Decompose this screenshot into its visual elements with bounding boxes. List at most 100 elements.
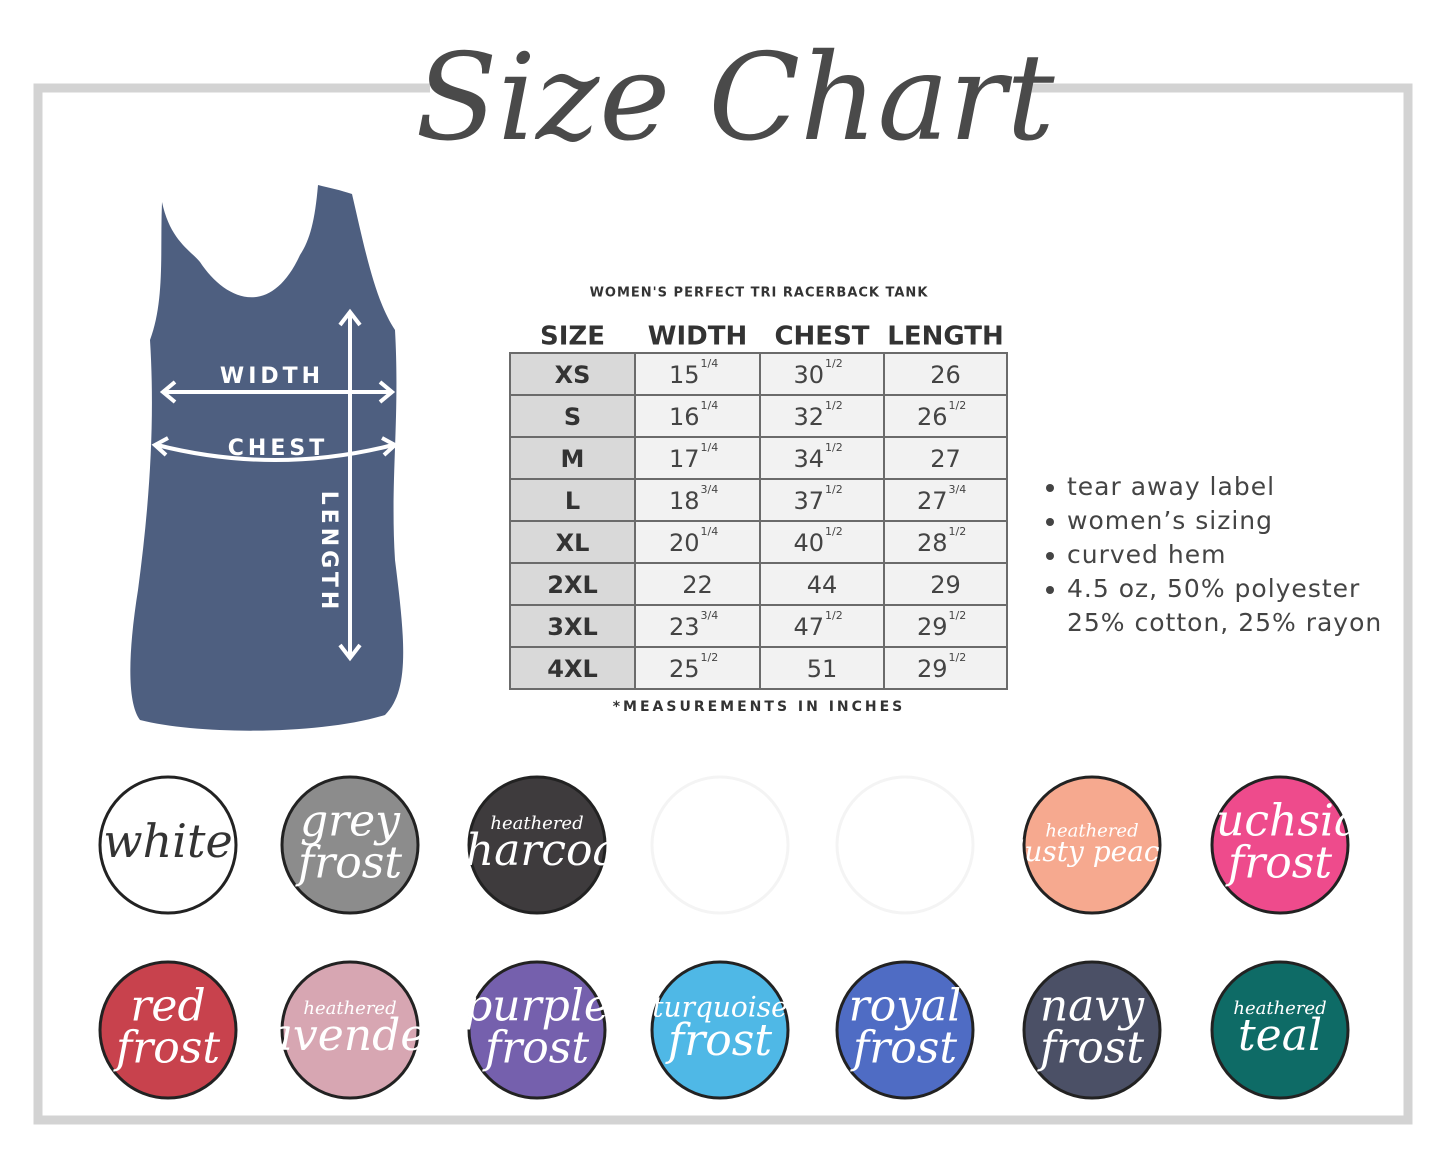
swatch-label: frost: [1225, 837, 1332, 888]
measurement-fraction: 1/4: [701, 525, 719, 538]
table-cell: [759, 436, 885, 480]
tank-body: [130, 185, 404, 731]
measurement: 18: [669, 487, 700, 515]
swatch-label: white: [103, 814, 232, 868]
swatch: [280, 960, 420, 1100]
product-name: WOMEN'S PERFECT TRI RACERBACK TANK: [590, 286, 929, 301]
swatch: [467, 960, 607, 1100]
feature-text: 25% cotton, 25% rayon: [1067, 608, 1382, 637]
column-header: WIDTH: [648, 322, 747, 352]
table-cell: [759, 646, 885, 690]
table-cell: [509, 352, 636, 396]
measurement: 23: [669, 613, 700, 641]
measurement: 29: [917, 613, 948, 641]
feature-list: tear away label women’s sizing curved hem 4…: [1046, 472, 1382, 637]
measurement: 27: [930, 445, 961, 473]
measurement: 29: [917, 655, 948, 683]
size-label: M: [561, 445, 585, 473]
column-header: SIZE: [540, 322, 605, 352]
size-label: S: [564, 403, 581, 431]
swatch-label: heathered: [1233, 998, 1326, 1019]
measurement-fraction: 1/2: [825, 609, 843, 622]
measurement: 29: [930, 571, 961, 599]
measurement: 47: [793, 613, 824, 641]
measurement-fraction: 3/4: [701, 483, 719, 496]
measurement-fraction: 1/4: [701, 399, 719, 412]
swatch-label: heathered: [303, 998, 396, 1019]
frame: [33, 83, 1413, 1125]
table-cell: [883, 478, 1008, 522]
swatch-label: charcoal: [441, 825, 633, 876]
column-header: CHEST: [774, 322, 869, 352]
swatch: [1210, 775, 1350, 915]
measurement-fraction: 3/4: [949, 483, 967, 496]
swatch-label: dusty peach: [1006, 835, 1177, 868]
faint-swatch: [650, 775, 790, 915]
table-cell: [509, 562, 636, 606]
measurement: 44: [807, 571, 838, 599]
swatch: [467, 775, 607, 915]
measurement-fraction: 1/4: [701, 441, 719, 454]
bullet: [1046, 484, 1054, 492]
swatch: [98, 960, 238, 1100]
swatch: [98, 775, 238, 915]
size-label: 4XL: [547, 655, 598, 683]
measure-arrows: [151, 308, 399, 662]
table-cell: [759, 394, 885, 438]
size-label: 2XL: [547, 571, 598, 599]
measurement-fraction: 1/2: [701, 651, 719, 664]
bullet: [1046, 518, 1054, 526]
measurement: 25: [669, 655, 700, 683]
title: Size Chart: [415, 29, 1055, 168]
size-label: XS: [555, 361, 591, 389]
measurement: 20: [669, 529, 700, 557]
measurement-fraction: 3/4: [701, 609, 719, 622]
swatch-label: navy: [1040, 981, 1145, 1032]
swatch-label: grey: [300, 796, 401, 847]
swatch: [650, 960, 790, 1100]
table-cell: [883, 436, 1008, 480]
table-cell: [883, 646, 1008, 690]
table-cell: [509, 478, 636, 522]
faint-swatch: [835, 775, 975, 915]
measurement: 32: [793, 403, 824, 431]
measurement: 27: [917, 487, 948, 515]
measurement-fraction: 1/2: [949, 525, 967, 538]
feature-text: women’s sizing: [1067, 506, 1273, 535]
table-cell: [509, 520, 636, 564]
table-cell: [634, 436, 761, 480]
swatch-label: frost: [665, 1015, 772, 1066]
measurement-fraction: 1/2: [825, 357, 843, 370]
table-cell: [634, 478, 761, 522]
measurement: 37: [793, 487, 824, 515]
measurement-fraction: 1/2: [825, 399, 843, 412]
length-label: LENGTH: [316, 491, 341, 614]
measurement-fraction: 1/2: [949, 651, 967, 664]
table-cell: [883, 394, 1008, 438]
bullet: [1046, 552, 1054, 560]
width-label: WIDTH: [220, 364, 324, 389]
measurement: 17: [669, 445, 700, 473]
swatch: [1022, 960, 1162, 1100]
feature-text: 4.5 oz, 50% polyester: [1067, 574, 1360, 603]
table-cell: [883, 604, 1008, 648]
table-cell: [509, 646, 636, 690]
swatch-label: fuchsia: [1197, 796, 1361, 847]
swatch-label: heathered: [490, 813, 583, 834]
measurement-fraction: 1/2: [949, 609, 967, 622]
measurement: 26: [917, 403, 948, 431]
swatch-label: heathered: [1045, 821, 1138, 842]
swatch-label: frost: [850, 1022, 957, 1073]
feature-text: curved hem: [1067, 540, 1226, 569]
swatch-label: purple: [464, 981, 610, 1032]
size-label: 3XL: [547, 613, 598, 641]
swatch-label: frost: [1037, 1022, 1144, 1073]
swatch: [280, 775, 420, 915]
measurement: 26: [930, 361, 961, 389]
measurement-fraction: 1/2: [825, 441, 843, 454]
measurement: 28: [917, 529, 948, 557]
feature-text: tear away label: [1067, 472, 1275, 501]
